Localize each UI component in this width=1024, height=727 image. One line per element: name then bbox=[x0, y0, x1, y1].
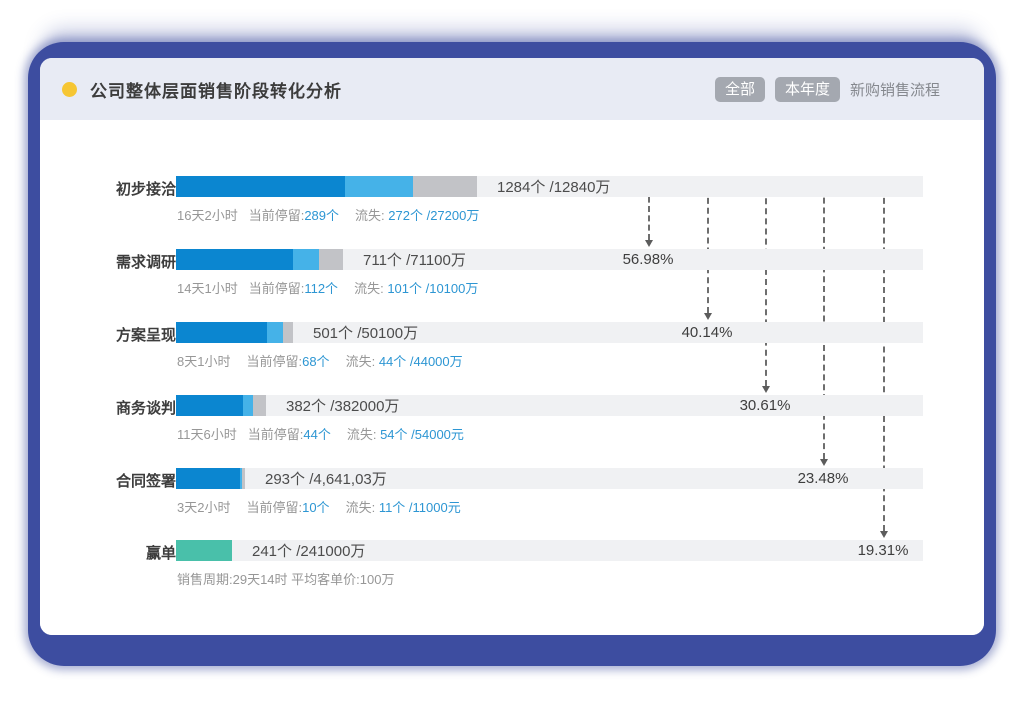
conversion-rate-3: 30.61% bbox=[739, 397, 791, 414]
stage-bar: 241个 /241000万 bbox=[176, 540, 923, 561]
conversion-arrow-5 bbox=[880, 178, 888, 538]
stage-value: 241个 /241000万 bbox=[252, 543, 366, 560]
stage-row-needs-research: 需求调研 711个 /71100万 14天1小时 当前停留:112个 流失: 101… bbox=[40, 249, 984, 301]
stage-value: 501个 /50100万 bbox=[313, 325, 419, 342]
bar-lost-segment bbox=[242, 468, 245, 489]
stage-detail: 16天2小时 当前停留:289个 流失: 272个 /27200万 bbox=[177, 208, 480, 223]
card-header: 公司整体层面销售阶段转化分析 全部 本年度 新购销售流程 bbox=[40, 58, 984, 120]
conversion-arrow-2 bbox=[704, 178, 712, 320]
bar-lost-segment bbox=[319, 249, 343, 270]
stage-row-contract-signing: 合同签署 293个 /4,641,03万 3天2小时 当前停留:10个 流失: 11… bbox=[40, 468, 984, 520]
filter-all-button[interactable]: 全部 bbox=[714, 76, 765, 102]
conversion-arrow-3 bbox=[762, 178, 770, 393]
stage-row-business-negotiation: 商务谈判 382个 /382000万 11天6小时 当前停留:44个 流失: 54个… bbox=[40, 395, 984, 447]
page-title: 公司整体层面销售阶段转化分析 bbox=[90, 81, 342, 101]
stage-bar: 501个 /50100万 bbox=[176, 322, 923, 343]
stage-label: 方案呈现 bbox=[115, 327, 176, 344]
conversion-arrow-1 bbox=[645, 178, 653, 247]
stage-bar: 711个 /71100万 bbox=[176, 249, 923, 270]
filter-year-button[interactable]: 本年度 bbox=[774, 76, 840, 102]
stage-label: 赢单 bbox=[145, 545, 176, 562]
funnel-chart: 56.98% 40.14% 30.61% 23.48% 19.31% 初步接洽 … bbox=[40, 120, 984, 635]
stage-value: 711个 /71100万 bbox=[363, 252, 466, 269]
bar-staying-segment bbox=[240, 468, 242, 489]
bar-lost-segment bbox=[253, 395, 266, 416]
bar-converted-segment bbox=[176, 468, 240, 489]
stage-row-won: 赢单 241个 /241000万 销售周期:29天14时 平均客单价:100万 bbox=[40, 540, 984, 592]
bar-won-segment bbox=[176, 540, 232, 561]
stage-label: 商务谈判 bbox=[115, 400, 176, 417]
bar-lost-segment bbox=[413, 176, 477, 197]
conversion-rate-4: 23.48% bbox=[797, 470, 849, 487]
bar-lost-segment bbox=[283, 322, 293, 343]
bar-converted-segment bbox=[176, 395, 243, 416]
stage-detail: 11天6小时 当前停留:44个 流失: 54个 /54000元 bbox=[177, 427, 464, 442]
stage-detail: 3天2小时 当前停留:10个 流失: 11个 /11000元 bbox=[177, 500, 461, 515]
stage-label: 需求调研 bbox=[115, 254, 176, 271]
stage-detail: 8天1小时 当前停留:68个 流失: 44个 /44000万 bbox=[177, 354, 463, 369]
stage-bar: 382个 /382000万 bbox=[176, 395, 923, 416]
stage-detail: 14天1小时 当前停留:112个 流失: 101个 /10100万 bbox=[177, 281, 479, 296]
stage-detail: 销售周期:29天14时 平均客单价:100万 bbox=[177, 572, 395, 587]
conversion-rate-2: 40.14% bbox=[681, 324, 733, 341]
conversion-arrow-4 bbox=[820, 178, 828, 466]
conversion-rate-1: 56.98% bbox=[622, 251, 674, 268]
bar-staying-segment bbox=[243, 395, 253, 416]
stage-value: 1284个 /12840万 bbox=[497, 179, 611, 196]
stage-bar: 1284个 /12840万 bbox=[176, 176, 923, 197]
conversion-rate-5: 19.31% bbox=[857, 542, 909, 559]
bar-converted-segment bbox=[176, 249, 293, 270]
bar-converted-segment bbox=[176, 322, 267, 343]
stage-row-initial-contact: 初步接洽 1284个 /12840万 16天2小时 当前停留:289个 流失: 27… bbox=[40, 176, 984, 228]
stage-label: 初步接洽 bbox=[115, 181, 176, 198]
stage-row-solution-presentation: 方案呈现 501个 /50100万 8天1小时 当前停留:68个 流失: 44个 /… bbox=[40, 322, 984, 374]
stage-value: 382个 /382000万 bbox=[286, 398, 400, 415]
bullet-dot-icon bbox=[62, 81, 77, 97]
stage-label: 合同签署 bbox=[115, 473, 176, 490]
stage-bar: 293个 /4,641,03万 bbox=[176, 468, 923, 489]
bar-staying-segment bbox=[345, 176, 413, 197]
stage-value: 293个 /4,641,03万 bbox=[265, 471, 387, 488]
analysis-card: 公司整体层面销售阶段转化分析 全部 本年度 新购销售流程 56.98% 40.1… bbox=[40, 58, 984, 635]
filter-group: 全部 本年度 新购销售流程 bbox=[714, 76, 940, 102]
bar-staying-segment bbox=[267, 322, 283, 343]
sales-process-label: 新购销售流程 bbox=[849, 81, 940, 99]
bar-converted-segment bbox=[176, 176, 345, 197]
bar-staying-segment bbox=[293, 249, 319, 270]
